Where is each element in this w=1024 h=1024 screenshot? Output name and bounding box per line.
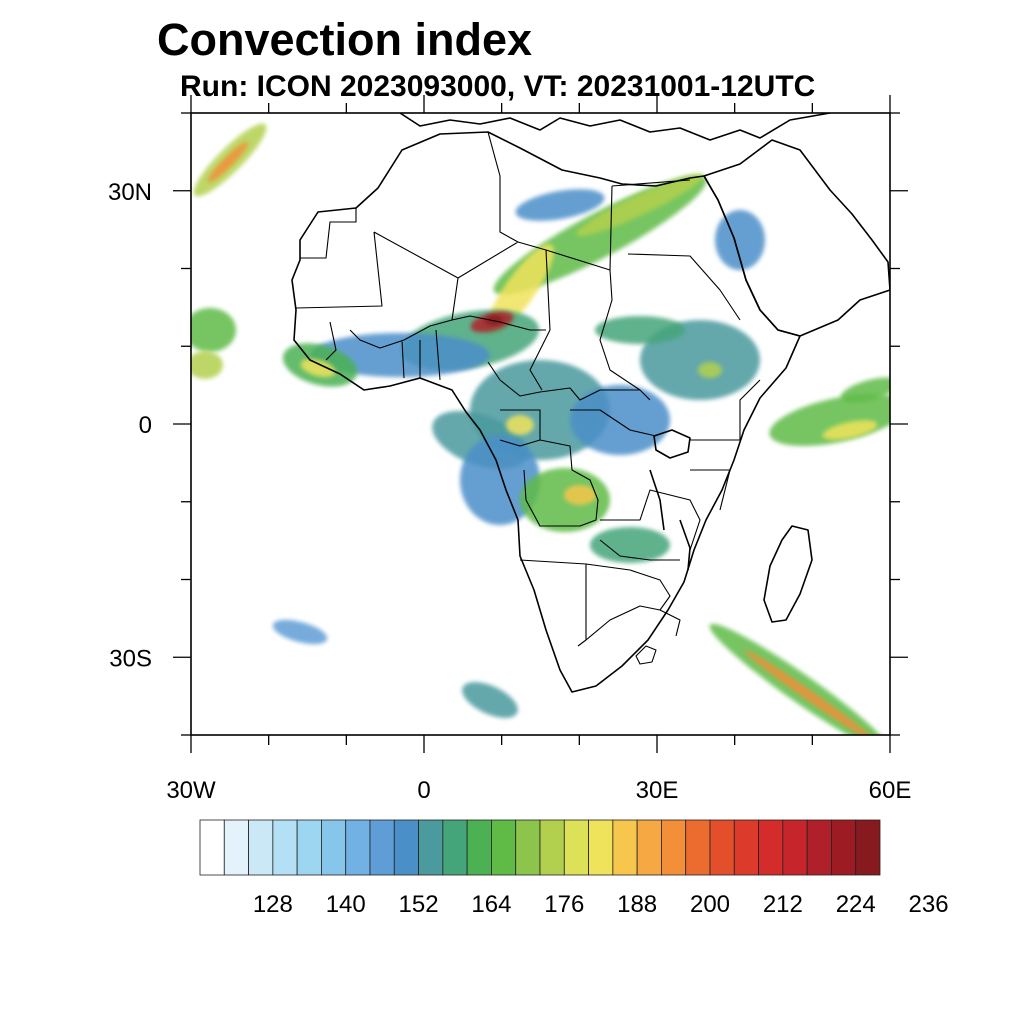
colorbar-swatch [345, 819, 371, 876]
colorbar-swatch [661, 819, 687, 876]
axis-ticks [173, 95, 908, 753]
colorbar-swatch [758, 819, 784, 876]
field-congo-basin [460, 360, 670, 525]
field-blob [506, 415, 534, 435]
colorbar-label: 212 [763, 891, 803, 918]
field-blob [191, 351, 223, 379]
lon-tick-label: 30E [636, 777, 679, 804]
colorbar-label: 140 [326, 891, 366, 918]
field-blob [744, 649, 876, 735]
field-blob [462, 682, 518, 718]
colorbar-label: 176 [544, 891, 584, 918]
colorbar-swatch [466, 819, 492, 876]
colorbar-swatch [709, 819, 735, 876]
lesotho-border [635, 645, 657, 665]
field-angola-cell [520, 468, 670, 563]
colorbar-label: 152 [399, 891, 439, 918]
colorbar-label: 188 [617, 891, 657, 918]
axis-labels: 30N 0 30S 30W 0 30E 60E [108, 179, 911, 804]
europe-coastline [399, 113, 831, 141]
lake-victoria [653, 429, 691, 459]
rift-lakes [649, 469, 691, 571]
lon-tick-label: 30W [166, 777, 216, 804]
field-blob [590, 527, 670, 563]
field-blob [698, 362, 722, 378]
lat-tick-label: 30S [109, 645, 152, 672]
colorbar-swatch [442, 819, 468, 876]
field-arabian-sea-band [769, 377, 890, 446]
colorbar-swatch [855, 819, 881, 876]
field-blob [300, 358, 336, 378]
colorbar-swatch [806, 819, 832, 876]
colorbar-swatch [321, 819, 347, 876]
colorbar-label: 128 [253, 891, 293, 918]
field-blob [576, 174, 704, 236]
field-blob [520, 468, 610, 532]
colorbar-swatch [418, 819, 444, 876]
colorbar-swatch [491, 819, 517, 876]
colorbar-swatch [272, 819, 298, 876]
colorbar-swatch [612, 819, 638, 876]
field-blob [515, 189, 605, 221]
lon-tick-label: 60E [869, 777, 912, 804]
country-borders [295, 131, 761, 647]
field-blob [769, 394, 890, 446]
colorbar-swatch [393, 819, 419, 876]
africa-coastline [291, 131, 801, 693]
field-north-atlantic-band [191, 123, 267, 379]
lon-tick-label: 0 [417, 777, 430, 804]
colorbar-label: 224 [836, 891, 876, 918]
colorbar-swatch [248, 819, 274, 876]
field-blob [191, 308, 236, 352]
field-blob [822, 420, 878, 440]
madagascar-coastline [763, 525, 813, 623]
colorbar-label: 200 [690, 891, 730, 918]
africa-outline-icon [291, 113, 890, 693]
field-south-atlantic-patch [272, 619, 518, 718]
colorbar-swatch [563, 819, 589, 876]
colorbar-swatch [223, 819, 249, 876]
colorbar-swatch [296, 819, 322, 876]
colorbar-swatch [515, 819, 541, 876]
page-title: Convection index [157, 14, 533, 65]
colorbar-swatch [539, 819, 565, 876]
colorbar-swatch [782, 819, 808, 876]
page-subtitle: Run: ICON 2023093000, VT: 20231001-12UTC [180, 70, 816, 103]
field-blob [564, 485, 596, 505]
field-ethiopian-highlands [595, 316, 760, 400]
convection-field [191, 123, 890, 735]
colorbar-swatch [199, 819, 225, 876]
colorbar-swatch [588, 819, 614, 876]
field-blob [595, 316, 685, 344]
field-blob [460, 435, 540, 525]
lat-tick-label: 30N [108, 179, 152, 206]
field-blob [570, 385, 670, 455]
lat-tick-label: 0 [139, 412, 152, 439]
field-blob [207, 141, 249, 183]
colorbar-label: 164 [471, 891, 511, 918]
colorbar-swatch [831, 819, 857, 876]
colorbar-swatch [685, 819, 711, 876]
field-blob [272, 619, 328, 645]
colorbar-swatch [369, 819, 395, 876]
field-southwest-indian-ocean-front [709, 623, 890, 735]
colorbar-label: 236 [909, 891, 949, 918]
arabia-coastline [703, 139, 890, 337]
field-blob [715, 210, 765, 270]
colorbar: 128 140 152 164 176 188 200 212 224 236 [199, 819, 949, 918]
colorbar-swatch [636, 819, 662, 876]
field-egypt-levant-band [515, 189, 765, 270]
field-blob [840, 377, 890, 403]
colorbar-swatch [733, 819, 759, 876]
field-blob [485, 315, 503, 325]
